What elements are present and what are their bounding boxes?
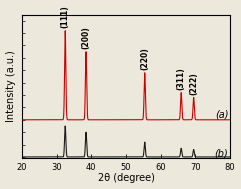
Y-axis label: Intensity (a.u.): Intensity (a.u.)	[6, 50, 16, 122]
Text: (b): (b)	[215, 149, 228, 159]
Text: (a): (a)	[215, 110, 228, 120]
Text: (200): (200)	[81, 26, 91, 49]
Text: (111): (111)	[61, 5, 70, 28]
Text: (311): (311)	[177, 67, 186, 90]
Text: (222): (222)	[189, 72, 198, 95]
X-axis label: 2θ (degree): 2θ (degree)	[98, 174, 154, 184]
Text: (220): (220)	[140, 47, 149, 70]
